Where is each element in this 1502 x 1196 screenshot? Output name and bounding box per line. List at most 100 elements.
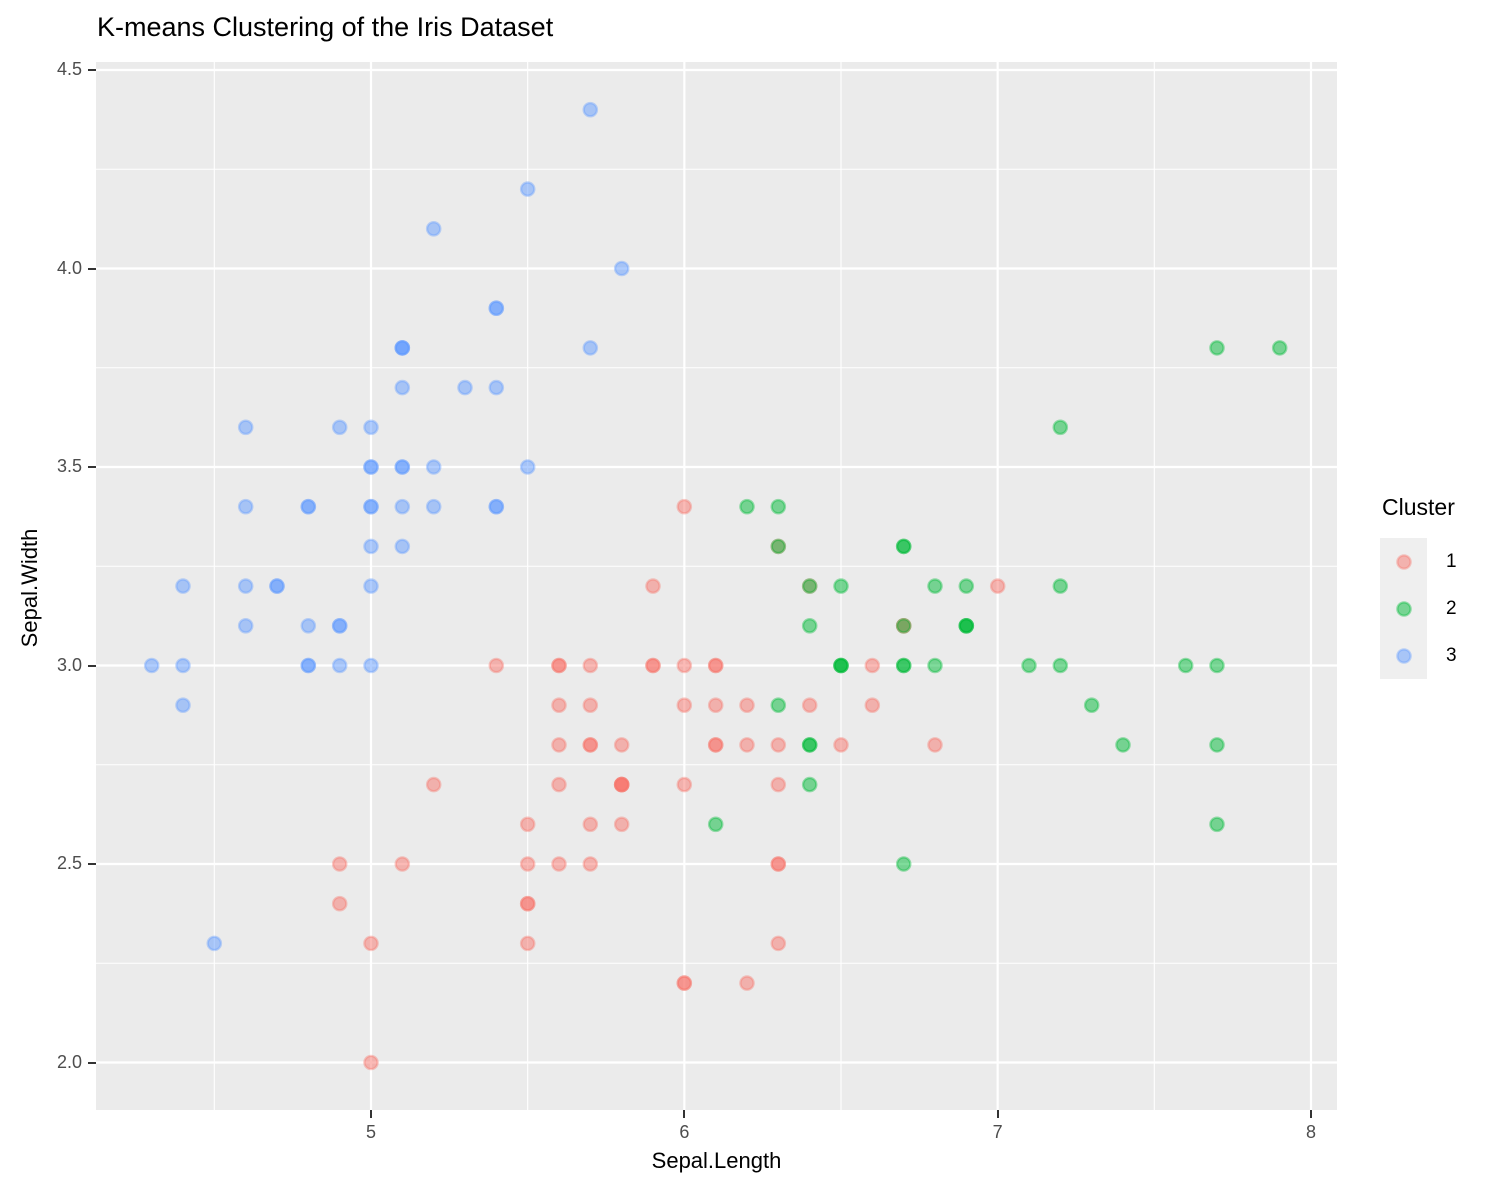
data-point-cluster-1 bbox=[864, 657, 881, 674]
data-point-cluster-1 bbox=[645, 578, 661, 594]
legend-point-icon bbox=[1395, 553, 1412, 570]
data-point-cluster-1 bbox=[582, 697, 599, 714]
data-point-cluster-1 bbox=[927, 737, 943, 753]
data-point-cluster-1 bbox=[645, 657, 661, 674]
x-tick-label: 6 bbox=[679, 1122, 690, 1142]
legend-point-icon bbox=[1395, 647, 1412, 664]
legend-point-icon bbox=[1395, 600, 1412, 617]
data-point-cluster-2 bbox=[1115, 737, 1131, 753]
data-point-cluster-1 bbox=[551, 697, 567, 714]
data-point-cluster-2 bbox=[1271, 340, 1288, 356]
legend-key-swatch bbox=[1380, 632, 1427, 679]
data-point-cluster-1 bbox=[676, 776, 693, 793]
y-tick-mark bbox=[88, 1061, 96, 1064]
data-point-cluster-1 bbox=[676, 975, 693, 991]
data-point-cluster-2 bbox=[1052, 578, 1069, 594]
x-tick-mark bbox=[370, 1110, 372, 1118]
data-point-cluster-2 bbox=[801, 618, 818, 634]
y-tick-label: 3.0 bbox=[56, 654, 82, 675]
data-point-cluster-2 bbox=[770, 498, 787, 515]
data-point-cluster-3 bbox=[331, 419, 348, 436]
x-tick-label: 7 bbox=[992, 1122, 1003, 1142]
data-point-cluster-1 bbox=[363, 1054, 379, 1071]
data-point-cluster-3 bbox=[488, 300, 505, 316]
data-point-cluster-3 bbox=[237, 498, 254, 515]
x-tick-mark bbox=[1309, 1110, 1312, 1118]
data-point-cluster-1 bbox=[488, 657, 505, 674]
y-tick-mark bbox=[88, 267, 96, 270]
data-point-cluster-3 bbox=[269, 578, 285, 594]
y-axis-title: Sepal.Width bbox=[17, 528, 42, 648]
data-point-cluster-1 bbox=[582, 856, 599, 872]
data-point-cluster-1 bbox=[676, 657, 693, 674]
data-point-cluster-1 bbox=[519, 895, 536, 912]
data-point-cluster-2 bbox=[801, 776, 818, 793]
x-tick-mark bbox=[683, 1110, 686, 1118]
data-point-cluster-3 bbox=[425, 220, 442, 237]
data-point-cluster-2 bbox=[801, 578, 818, 594]
data-point-cluster-3 bbox=[519, 459, 536, 475]
data-point-cluster-1 bbox=[331, 856, 348, 872]
legend-item-label: 2 bbox=[1446, 597, 1457, 619]
data-point-cluster-3 bbox=[394, 340, 411, 356]
y-tick-label: 4.5 bbox=[56, 59, 82, 79]
data-point-cluster-3 bbox=[394, 498, 411, 515]
data-point-cluster-2 bbox=[1021, 657, 1037, 674]
data-point-cluster-1 bbox=[551, 856, 567, 872]
y-tick-label: 2.0 bbox=[56, 1051, 82, 1072]
legend-title: Cluster bbox=[1382, 494, 1455, 520]
data-point-cluster-1 bbox=[864, 697, 881, 714]
data-point-cluster-3 bbox=[394, 379, 411, 396]
data-point-cluster-3 bbox=[394, 459, 411, 475]
data-point-cluster-3 bbox=[394, 538, 411, 555]
x-tick-label: 8 bbox=[1305, 1122, 1316, 1142]
data-point-cluster-1 bbox=[363, 935, 379, 952]
data-point-cluster-3 bbox=[331, 618, 348, 634]
data-point-cluster-1 bbox=[676, 498, 693, 515]
x-tick-label: 5 bbox=[365, 1122, 376, 1142]
data-point-cluster-3 bbox=[488, 498, 505, 515]
data-point-cluster-3 bbox=[582, 101, 599, 118]
data-point-cluster-1 bbox=[707, 657, 724, 674]
data-point-cluster-1 bbox=[676, 697, 693, 714]
data-point-cluster-2 bbox=[833, 657, 849, 674]
data-point-cluster-2 bbox=[1209, 737, 1225, 753]
data-point-cluster-2 bbox=[801, 737, 818, 753]
data-point-cluster-3 bbox=[237, 618, 254, 634]
legend: Cluster 1 2 3 bbox=[1380, 494, 1457, 679]
data-point-cluster-1 bbox=[739, 975, 755, 991]
y-tick-mark bbox=[88, 664, 96, 667]
y-tick-mark bbox=[88, 69, 96, 71]
legend-item: 1 bbox=[1380, 538, 1457, 585]
data-point-cluster-1 bbox=[519, 935, 536, 952]
y-tick-label: 2.5 bbox=[56, 853, 82, 873]
data-point-cluster-3 bbox=[237, 578, 254, 594]
plot-panel bbox=[96, 62, 1337, 1110]
data-point-cluster-1 bbox=[770, 776, 787, 793]
data-point-cluster-2 bbox=[1177, 657, 1194, 674]
data-point-cluster-2 bbox=[770, 538, 787, 555]
data-point-cluster-3 bbox=[300, 657, 317, 674]
data-point-cluster-3 bbox=[363, 459, 379, 475]
data-point-cluster-2 bbox=[1083, 697, 1100, 714]
data-point-cluster-1 bbox=[582, 657, 599, 674]
y-tick-mark bbox=[88, 863, 96, 865]
y-tick-mark bbox=[88, 466, 96, 468]
data-point-cluster-3 bbox=[519, 181, 536, 197]
data-point-cluster-2 bbox=[739, 498, 755, 515]
data-point-cluster-2 bbox=[707, 816, 724, 833]
data-point-cluster-1 bbox=[425, 776, 442, 793]
data-point-cluster-3 bbox=[613, 260, 630, 277]
data-point-cluster-3 bbox=[457, 379, 473, 396]
data-point-cluster-3 bbox=[488, 379, 505, 396]
data-point-cluster-2 bbox=[1209, 816, 1225, 833]
y-tick-label: 3.5 bbox=[56, 456, 82, 476]
data-point-cluster-3 bbox=[582, 340, 599, 356]
data-point-cluster-3 bbox=[363, 419, 379, 436]
legend-key-swatch bbox=[1380, 538, 1427, 585]
data-point-cluster-2 bbox=[895, 856, 912, 872]
data-point-cluster-3 bbox=[425, 498, 442, 515]
data-point-cluster-1 bbox=[739, 697, 755, 714]
data-point-cluster-1 bbox=[582, 816, 599, 833]
